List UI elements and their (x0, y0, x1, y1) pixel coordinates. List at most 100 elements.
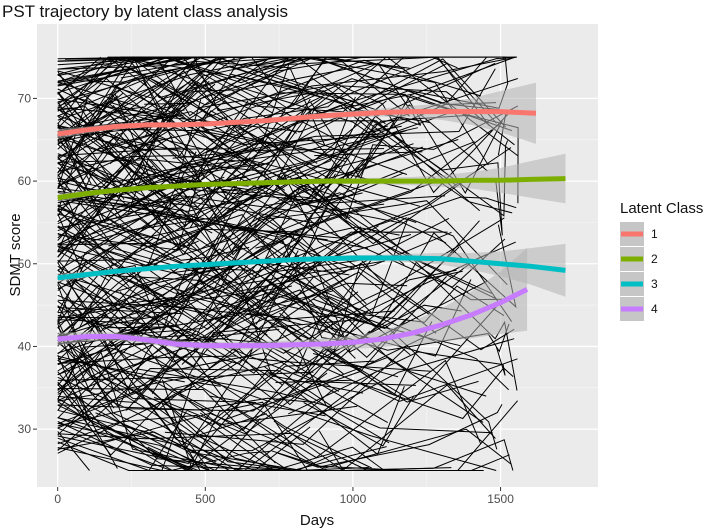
trajectory-line (252, 56, 488, 106)
trajectory-line (179, 290, 518, 402)
trajectory-line (176, 109, 307, 251)
trajectory-line (57, 226, 301, 322)
trajectory-line (157, 343, 372, 469)
trajectory-line (57, 414, 276, 471)
trajectory-line (172, 148, 385, 159)
trajectory-line (136, 368, 493, 434)
trajectory-line (57, 180, 167, 208)
trajectory-line (57, 56, 224, 152)
trajectory-line (301, 254, 487, 377)
trajectory-line (57, 211, 256, 277)
trajectory-line (229, 58, 506, 128)
trajectory-line (57, 129, 407, 276)
trajectory-line (57, 220, 480, 427)
trajectory-line (108, 176, 405, 265)
trajectory-line (57, 107, 304, 133)
trajectory-line (57, 285, 500, 402)
trajectory-line (57, 397, 312, 411)
trajectory-line (233, 231, 448, 308)
trajectory-line (222, 62, 496, 199)
trajectory-line (57, 265, 484, 423)
trajectory-line (301, 194, 356, 206)
trajectory-line (273, 384, 496, 472)
trajectory-line (57, 92, 347, 227)
trajectory-line (57, 153, 251, 210)
trajectory-line (198, 413, 267, 436)
trajectory-line (57, 159, 131, 241)
trajectory-line (277, 404, 503, 468)
trajectory-line (238, 264, 291, 319)
trajectory-line (57, 355, 158, 402)
trajectory-line (57, 404, 192, 471)
trajectory-line (57, 210, 408, 317)
trajectory-line (78, 262, 304, 329)
trajectory-line (57, 147, 181, 157)
trend-line-class-3 (57, 255, 566, 281)
trajectory-line (57, 355, 358, 426)
trajectory-line (57, 305, 101, 330)
y-tick-label: 50 (18, 257, 32, 271)
trajectory-line (57, 412, 92, 429)
trajectory-line (57, 323, 376, 471)
trajectory-line (57, 237, 371, 391)
trajectory-line (57, 109, 185, 158)
trajectory-line (73, 160, 364, 394)
trajectory-line (57, 274, 252, 324)
trajectory-line (57, 70, 155, 100)
trajectory-line (57, 388, 276, 464)
trajectory-line (312, 353, 399, 378)
trajectory-line (57, 92, 323, 191)
x-tick-label: 1000 (340, 492, 367, 506)
class-trend-lines (57, 109, 566, 349)
legend-label-class-3: 3 (651, 277, 658, 291)
trajectory-line (127, 279, 236, 330)
trajectory-line (263, 366, 405, 456)
trajectory-line (57, 108, 163, 198)
trajectory-line (57, 56, 232, 108)
trajectory-line (205, 256, 488, 353)
trajectory-line (57, 73, 421, 132)
trajectory-line (57, 195, 296, 297)
trajectory-line (190, 338, 515, 452)
trajectory-line (144, 102, 191, 105)
chart-title: PST trajectory by latent class analysis (2, 2, 288, 21)
x-axis: 0 500 1000 1500 (54, 487, 514, 506)
trajectory-line (57, 195, 190, 284)
trajectory-line (57, 371, 190, 471)
trajectory-line (57, 401, 173, 471)
trajectory-line (99, 59, 482, 152)
trajectory-line (255, 240, 409, 344)
trajectory-line (57, 56, 387, 218)
trajectory-line (57, 269, 457, 354)
trajectory-line (57, 162, 116, 183)
trajectory-line (57, 73, 278, 232)
trajectory-line (110, 93, 387, 192)
trajectory-line (57, 81, 200, 176)
trajectory-line (279, 246, 460, 328)
legend-label-class-2: 2 (651, 252, 658, 266)
trajectory-line (57, 421, 387, 472)
trajectory-line (114, 362, 293, 471)
trajectory-line (197, 83, 513, 194)
y-tick-label: 30 (18, 422, 32, 436)
trajectory-line (235, 200, 508, 286)
trajectory-line (57, 381, 221, 472)
trajectory-line (57, 188, 242, 208)
legend: Latent Class 1 2 3 4 (620, 200, 703, 321)
trajectory-line (101, 214, 250, 261)
trajectory-line (57, 400, 518, 471)
x-axis-title: Days (300, 512, 334, 529)
trajectory-line (57, 371, 314, 381)
x-tick-label: 500 (195, 492, 215, 506)
trajectory-line (57, 284, 388, 424)
trajectory-line (57, 432, 368, 471)
y-tick-label: 40 (18, 339, 32, 353)
trajectory-line (57, 163, 145, 258)
trajectory-line (57, 69, 430, 315)
trajectory-line (57, 91, 316, 246)
trajectory-line (151, 195, 446, 394)
trajectory-line (161, 379, 309, 471)
y-axis: 30 40 50 60 70 (18, 91, 37, 436)
trajectory-line (197, 56, 242, 128)
